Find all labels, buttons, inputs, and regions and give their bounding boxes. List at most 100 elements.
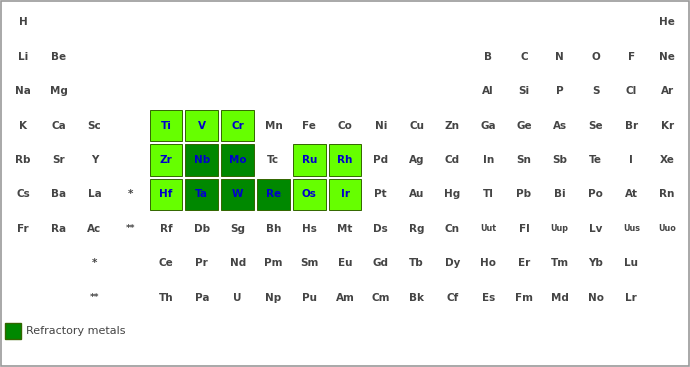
Text: Eu: Eu	[337, 258, 353, 268]
Text: Ta: Ta	[195, 189, 208, 199]
Bar	[257, 179, 290, 210]
Text: Md: Md	[551, 293, 569, 303]
Text: Re: Re	[266, 189, 281, 199]
Text: Sc: Sc	[88, 120, 101, 131]
Text: Rf: Rf	[160, 224, 172, 234]
Text: Pu: Pu	[302, 293, 317, 303]
Bar	[293, 144, 326, 176]
Text: Ni: Ni	[375, 120, 387, 131]
Text: Ba: Ba	[51, 189, 66, 199]
Text: Cu: Cu	[409, 120, 424, 131]
Text: Ds: Ds	[373, 224, 388, 234]
Text: Rn: Rn	[660, 189, 675, 199]
Text: Si: Si	[518, 86, 529, 96]
Text: C: C	[520, 52, 528, 62]
Text: Ac: Ac	[88, 224, 101, 234]
Bar	[221, 110, 254, 141]
Text: Sb: Sb	[552, 155, 567, 165]
Text: No: No	[587, 293, 604, 303]
Bar	[221, 179, 254, 210]
Text: K: K	[19, 120, 27, 131]
Text: Ho: Ho	[480, 258, 496, 268]
Text: As: As	[553, 120, 566, 131]
Text: Fm: Fm	[515, 293, 533, 303]
Text: He: He	[659, 17, 675, 27]
Text: Li: Li	[18, 52, 28, 62]
Text: Po: Po	[588, 189, 603, 199]
Text: Au: Au	[409, 189, 424, 199]
Text: Dy: Dy	[444, 258, 460, 268]
Text: Bh: Bh	[266, 224, 281, 234]
Text: Pm: Pm	[264, 258, 283, 268]
Text: Lv: Lv	[589, 224, 602, 234]
Text: Lu: Lu	[624, 258, 638, 268]
Text: Fe: Fe	[302, 120, 316, 131]
Text: Al: Al	[482, 86, 494, 96]
Text: Gd: Gd	[373, 258, 388, 268]
Text: Cd: Cd	[445, 155, 460, 165]
Text: Pr: Pr	[195, 258, 208, 268]
Text: O: O	[591, 52, 600, 62]
Text: Cn: Cn	[445, 224, 460, 234]
Text: Xe: Xe	[660, 155, 675, 165]
Text: Refractory metals: Refractory metals	[26, 326, 126, 336]
Bar	[186, 179, 218, 210]
Text: Os: Os	[302, 189, 317, 199]
Text: Fl: Fl	[519, 224, 529, 234]
Text: Tl: Tl	[483, 189, 493, 199]
Bar	[150, 144, 182, 176]
Text: Am: Am	[335, 293, 355, 303]
Text: Ne: Ne	[659, 52, 675, 62]
Text: *: *	[128, 189, 133, 199]
Bar	[221, 144, 254, 176]
Text: W: W	[232, 189, 244, 199]
Text: I: I	[629, 155, 633, 165]
Text: Np: Np	[265, 293, 282, 303]
Text: Bk: Bk	[409, 293, 424, 303]
Text: Tb: Tb	[409, 258, 424, 268]
Text: Cs: Cs	[16, 189, 30, 199]
Text: Mo: Mo	[229, 155, 246, 165]
Text: Er: Er	[518, 258, 530, 268]
Text: Y: Y	[91, 155, 98, 165]
Text: Yb: Yb	[588, 258, 603, 268]
Text: V: V	[198, 120, 206, 131]
Text: Zr: Zr	[159, 155, 172, 165]
Text: Cf: Cf	[446, 293, 458, 303]
Text: Ge: Ge	[516, 120, 532, 131]
Text: Mt: Mt	[337, 224, 353, 234]
Text: Uup: Uup	[551, 224, 569, 233]
Text: P: P	[556, 86, 564, 96]
Text: Rg: Rg	[409, 224, 424, 234]
Bar	[186, 110, 218, 141]
Text: Fr: Fr	[17, 224, 29, 234]
Bar	[328, 179, 362, 210]
Text: B: B	[484, 52, 492, 62]
Text: F: F	[628, 52, 635, 62]
Text: Cl: Cl	[626, 86, 637, 96]
Text: Se: Se	[588, 120, 603, 131]
Text: Sm: Sm	[300, 258, 318, 268]
Text: Th: Th	[159, 293, 173, 303]
Text: Br: Br	[624, 120, 638, 131]
Text: Ag: Ag	[409, 155, 424, 165]
Text: Tc: Tc	[267, 155, 279, 165]
Text: Nd: Nd	[230, 258, 246, 268]
Text: Be: Be	[51, 52, 66, 62]
Text: Pa: Pa	[195, 293, 209, 303]
Text: Ti: Ti	[161, 120, 172, 131]
Text: In: In	[482, 155, 494, 165]
Text: Ce: Ce	[159, 258, 173, 268]
Text: Ir: Ir	[340, 189, 350, 199]
Text: At: At	[625, 189, 638, 199]
Text: Na: Na	[15, 86, 31, 96]
Bar	[150, 179, 182, 210]
Text: Rh: Rh	[337, 155, 353, 165]
Text: U: U	[233, 293, 242, 303]
Text: Ra: Ra	[51, 224, 66, 234]
Text: Uus: Uus	[623, 224, 640, 233]
Text: Es: Es	[482, 293, 495, 303]
Bar	[150, 110, 182, 141]
Text: Hf: Hf	[159, 189, 172, 199]
Text: **: **	[126, 224, 135, 233]
